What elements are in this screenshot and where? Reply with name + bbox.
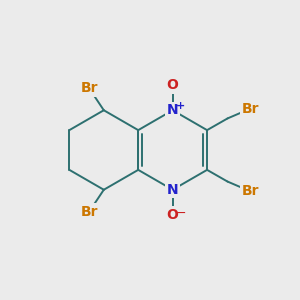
Text: N: N — [167, 103, 178, 117]
Text: Br: Br — [242, 102, 259, 116]
Text: O: O — [167, 78, 178, 92]
Text: N: N — [167, 183, 178, 197]
Text: +: + — [176, 101, 184, 111]
Text: Br: Br — [80, 81, 98, 95]
Text: O: O — [167, 208, 178, 222]
Text: −: − — [176, 207, 186, 220]
Text: Br: Br — [80, 205, 98, 219]
Text: Br: Br — [242, 184, 259, 198]
